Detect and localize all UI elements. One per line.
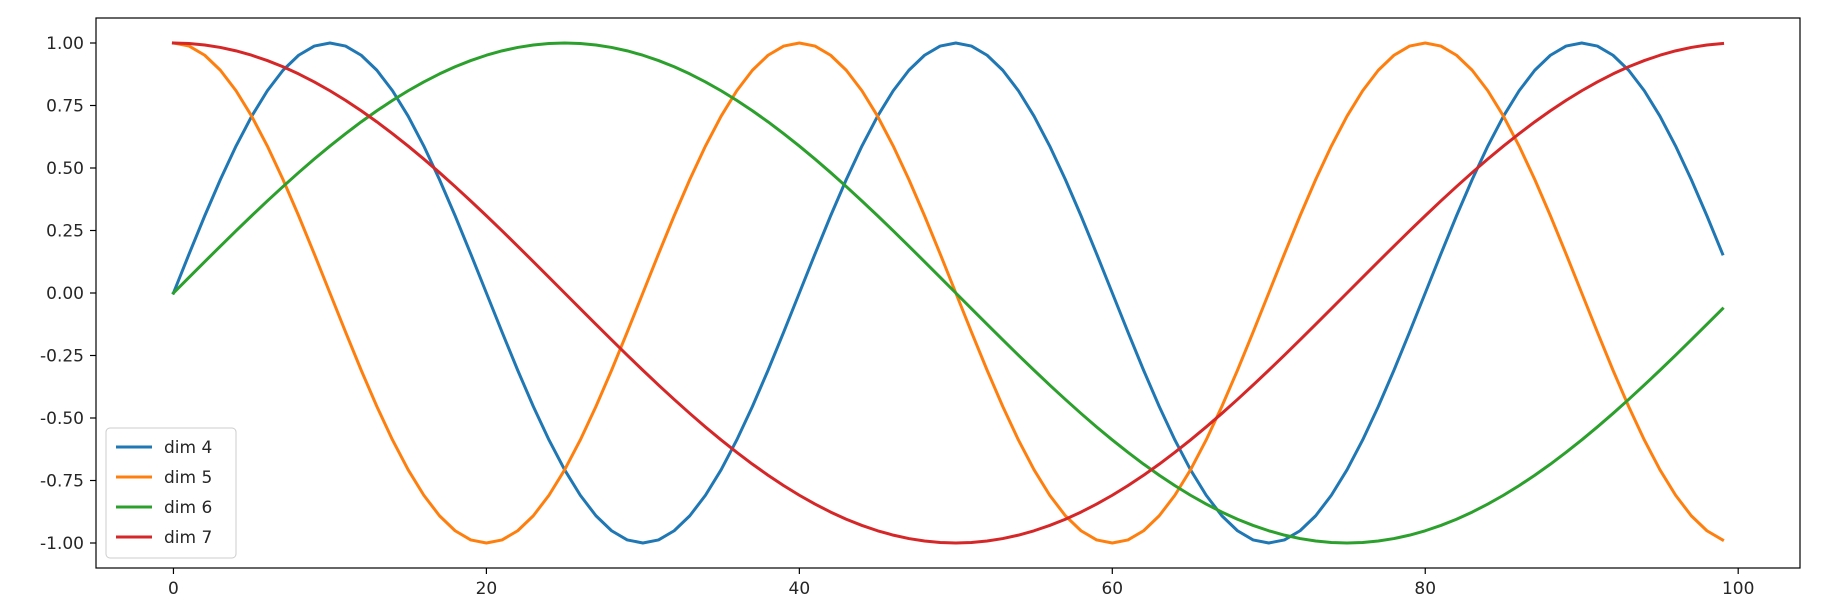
- y-tick-label: 0.25: [46, 222, 84, 242]
- series-layer: [171, 41, 1725, 545]
- series-line-dim-6: [171, 41, 1725, 545]
- series-line-dim-5: [171, 41, 1725, 545]
- y-tick-label: 0.50: [46, 159, 84, 179]
- series-line-dim-7: [171, 41, 1725, 545]
- y-tick-label: -1.00: [40, 534, 84, 554]
- legend-label: dim 7: [164, 528, 212, 548]
- x-tick-label: 80: [1414, 579, 1436, 599]
- x-tick-label: 40: [789, 579, 811, 599]
- x-tick-label: 20: [476, 579, 498, 599]
- y-tick-label: -0.75: [40, 472, 84, 492]
- legend-box: [105, 427, 237, 559]
- plot-area: [96, 18, 1800, 568]
- y-tick-label: 0.75: [46, 97, 84, 117]
- x-tick-label: 100: [1722, 579, 1754, 599]
- legend-label: dim 5: [164, 468, 212, 488]
- legend: dim 4 dim 5 dim 6 dim 7: [105, 427, 237, 559]
- y-tick-label: 1.00: [46, 34, 84, 54]
- x-axis: 0 20 40 60 80 100: [168, 568, 1754, 599]
- x-tick-label: 60: [1101, 579, 1123, 599]
- y-axis: 1.00 0.75 0.50 0.25 0.00 -0.25 -0.50 -0.75 -1.00: [40, 34, 96, 554]
- series-line-dim-4: [171, 41, 1725, 545]
- legend-label: dim 4: [164, 438, 212, 458]
- x-tick-label: 0: [168, 579, 179, 599]
- y-tick-label: -0.25: [40, 347, 84, 367]
- legend-label: dim 6: [164, 498, 212, 518]
- y-tick-label: 0.00: [46, 284, 84, 304]
- y-tick-label: -0.50: [40, 409, 84, 429]
